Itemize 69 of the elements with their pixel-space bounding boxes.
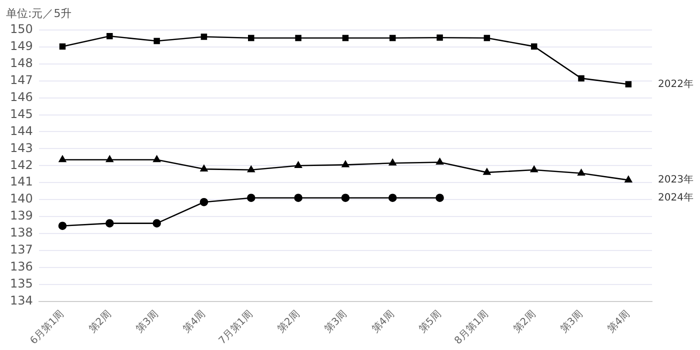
text: 2024年	[658, 191, 694, 204]
point	[200, 164, 208, 172]
x-tick-label: 第2周	[275, 308, 302, 336]
point	[248, 34, 254, 42]
point	[295, 34, 302, 42]
point	[436, 194, 444, 202]
point	[105, 219, 114, 228]
point	[342, 34, 349, 42]
point	[484, 34, 490, 42]
point	[106, 32, 113, 40]
y-tick-label: 150	[10, 22, 33, 36]
point	[247, 166, 255, 172]
y-tick-label: 136	[10, 260, 33, 274]
x-tick-label: 第4周	[369, 308, 397, 336]
point	[294, 162, 302, 168]
y-tick-label: 141	[10, 174, 33, 189]
point	[106, 156, 114, 162]
point	[341, 194, 350, 202]
x-tick-label: 8月第1周	[452, 308, 491, 347]
y-tick-label: 139	[10, 208, 33, 223]
point	[483, 168, 491, 175]
text: 2023年	[658, 174, 694, 186]
y-tick-label: 148	[10, 56, 33, 70]
point	[625, 81, 632, 88]
point	[58, 156, 66, 162]
y-tick-label: 137	[10, 242, 33, 257]
y-tick-label: 144	[10, 124, 33, 138]
y-tick-label: 134	[10, 293, 33, 308]
x-tick-label: 第5周	[416, 308, 444, 336]
y-tick-label: 142	[10, 158, 33, 172]
x-tick-label: 第3周	[322, 308, 350, 336]
point	[58, 222, 67, 230]
point	[246, 194, 256, 202]
point	[530, 166, 538, 172]
point	[436, 34, 443, 41]
text: 2022年	[658, 78, 694, 90]
x-tick-label: 第2周	[510, 308, 538, 336]
point	[388, 194, 397, 202]
x-tick-label: 6月第1周	[28, 308, 66, 347]
point	[59, 43, 66, 50]
y-tick-label: 140	[10, 192, 33, 206]
x-tick-label: 第2周	[86, 308, 114, 336]
y-tick-label: 138	[10, 226, 33, 240]
point	[624, 176, 632, 182]
x-tick-label: 第4周	[605, 308, 632, 336]
point	[154, 38, 160, 44]
x-tick-label: 第4周	[180, 308, 208, 336]
point	[388, 158, 396, 166]
point	[200, 34, 208, 40]
point	[200, 198, 208, 206]
point	[578, 75, 584, 82]
y-tick-label: 135	[10, 276, 33, 290]
point	[152, 219, 161, 228]
y-tick-label: 145	[10, 106, 33, 121]
point	[436, 158, 444, 165]
x-tick-label: 第3周	[558, 308, 586, 336]
point	[153, 156, 160, 162]
x-tick-label: 7月第1周	[216, 308, 256, 347]
point	[294, 194, 302, 202]
point	[389, 34, 396, 42]
point	[578, 169, 585, 176]
y-tick-label: 149	[10, 39, 33, 54]
y-axis-title: 单位:元／5升	[6, 6, 72, 21]
x-tick-label: 第3周	[134, 308, 161, 336]
y-tick-label: 147	[10, 72, 33, 87]
point	[530, 43, 538, 50]
y-tick-label: 146	[10, 90, 33, 104]
point	[342, 160, 350, 168]
y-tick-label: 143	[10, 140, 33, 155]
